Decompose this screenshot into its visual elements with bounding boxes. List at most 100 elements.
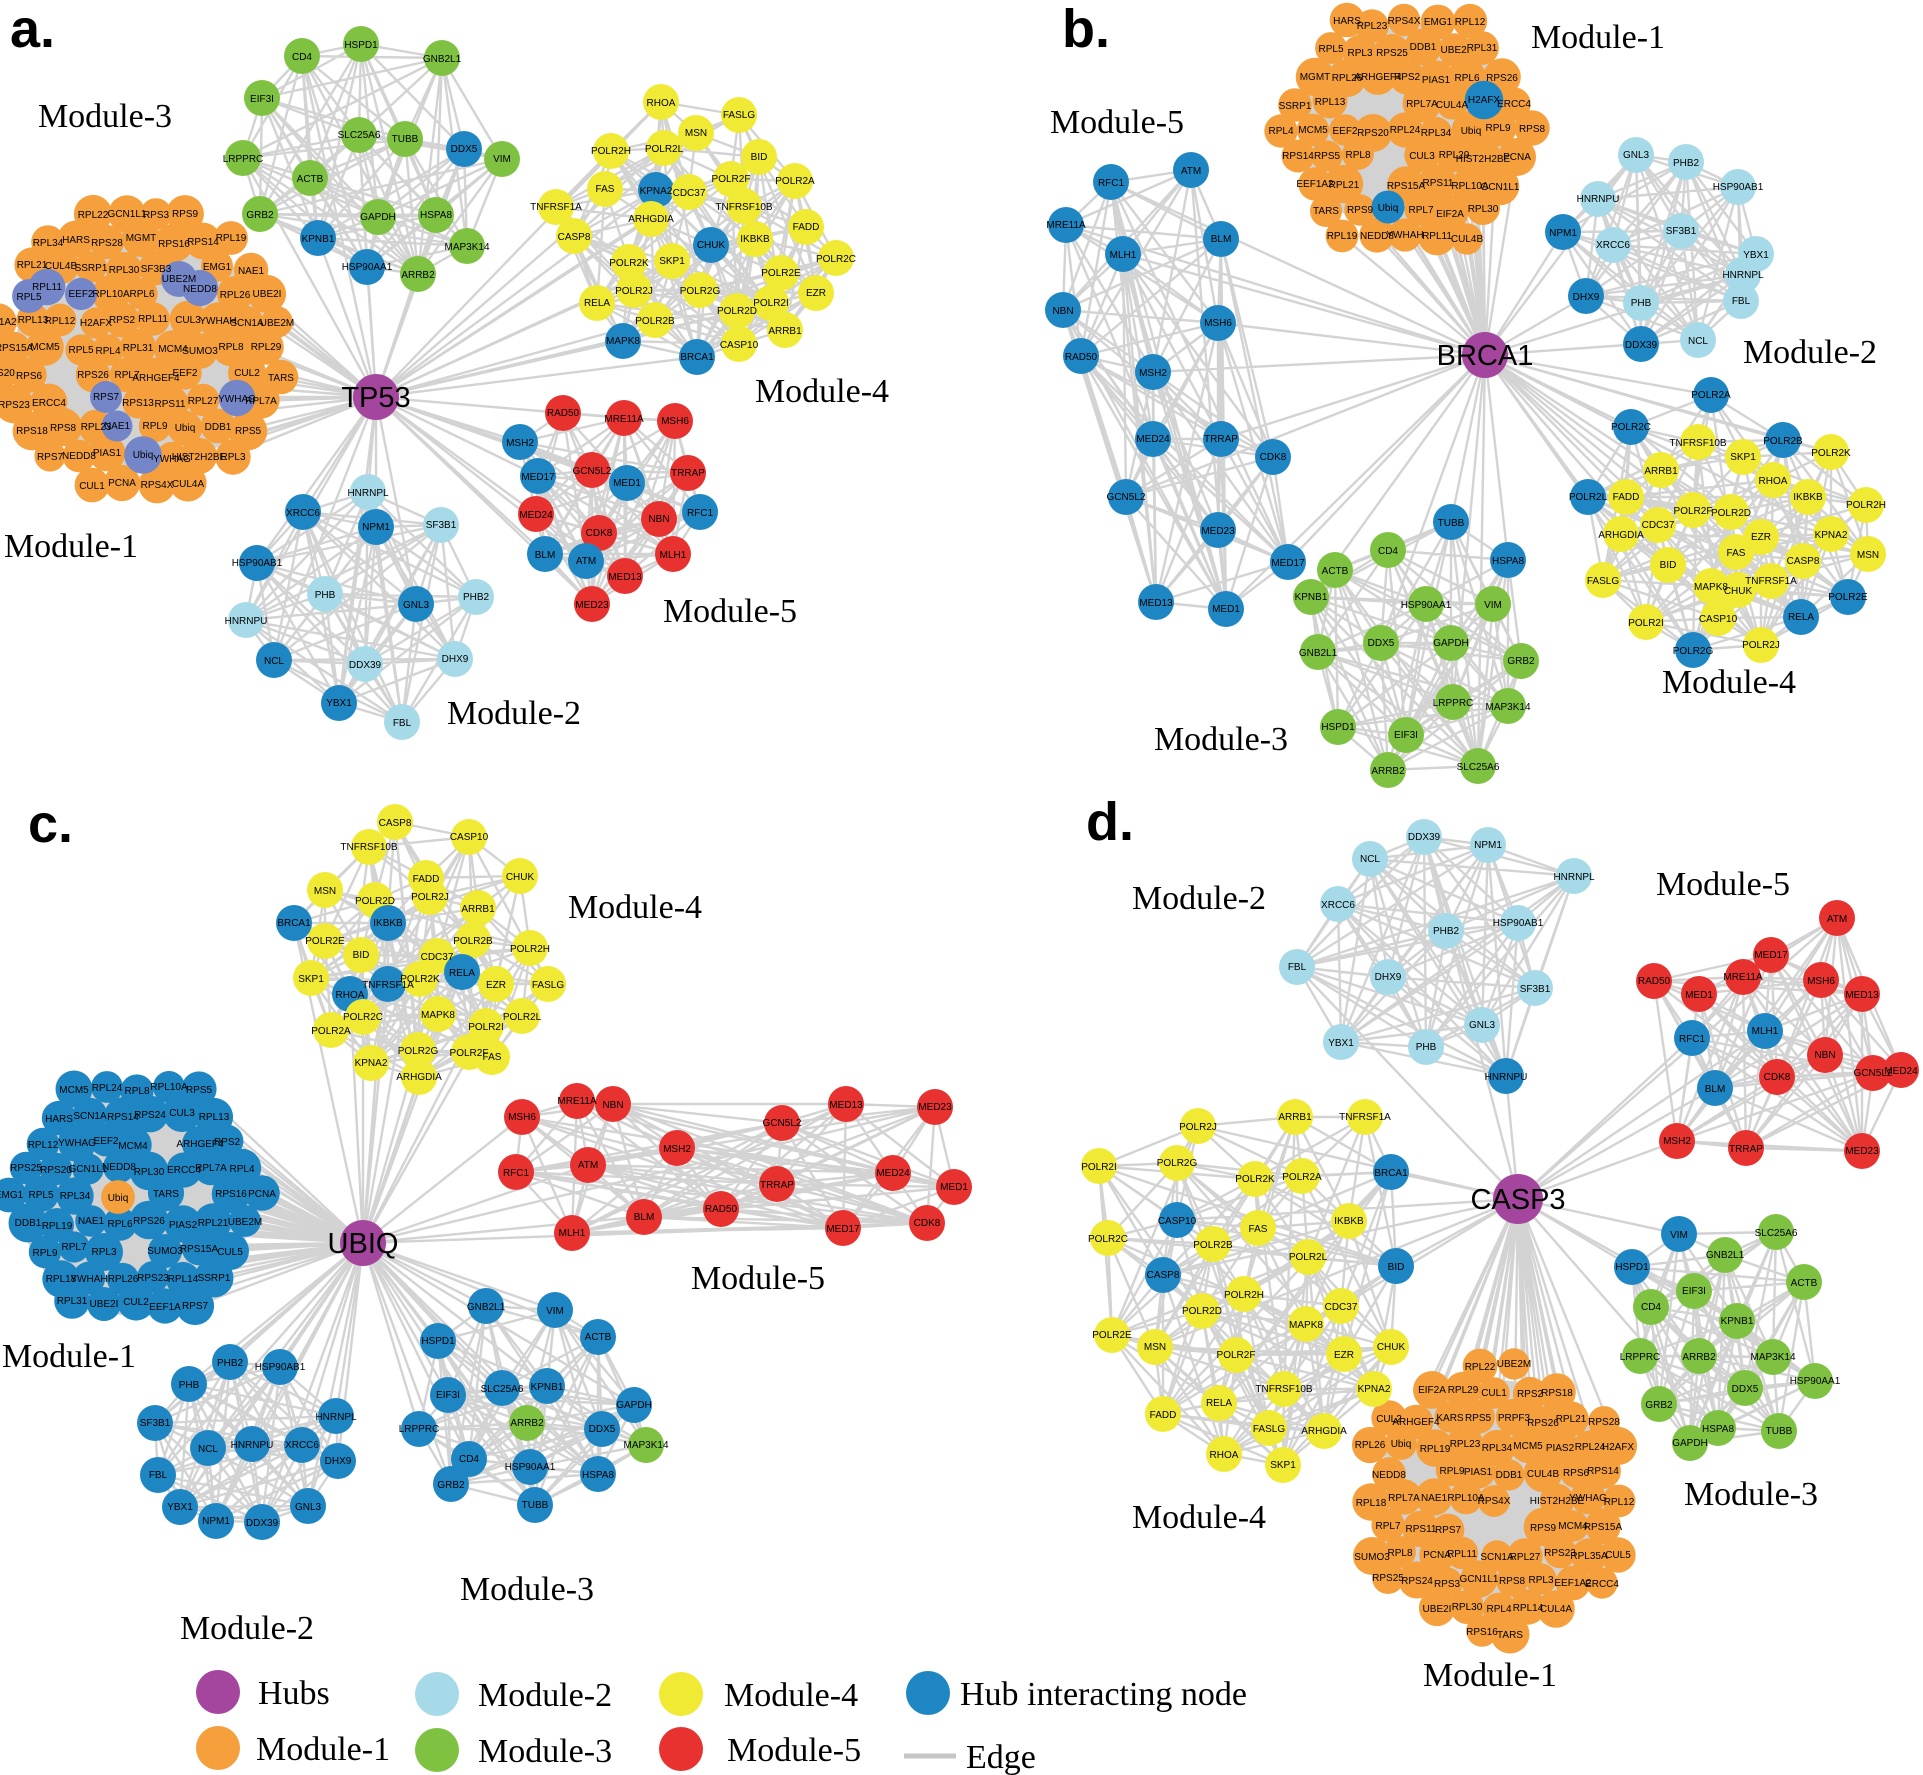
svg-text:DHX9: DHX9 — [442, 654, 469, 665]
svg-text:RPS16: RPS16 — [215, 1189, 247, 1200]
svg-text:MRE11A: MRE11A — [1046, 220, 1086, 231]
svg-text:RELA: RELA — [1788, 612, 1814, 623]
svg-text:RPS5: RPS5 — [1314, 151, 1341, 162]
svg-text:MGMT: MGMT — [1300, 72, 1331, 83]
svg-text:RPL4: RPL4 — [1268, 126, 1293, 137]
svg-text:RPL10A: RPL10A — [150, 1082, 188, 1093]
svg-text:RPL30: RPL30 — [109, 265, 140, 276]
svg-text:ARRB1: ARRB1 — [461, 904, 495, 915]
svg-text:POLR2D: POLR2D — [717, 306, 757, 317]
svg-text:RPL34: RPL34 — [1421, 128, 1452, 139]
svg-text:PHB2: PHB2 — [1673, 158, 1700, 169]
svg-text:RPS2: RPS2 — [214, 1137, 241, 1148]
svg-text:NEDD8: NEDD8 — [1360, 231, 1394, 242]
svg-text:POLR2D: POLR2D — [1711, 508, 1751, 519]
svg-text:Ubiq: Ubiq — [108, 1193, 129, 1204]
svg-text:POLR2J: POLR2J — [615, 286, 653, 297]
svg-text:CDK8: CDK8 — [1260, 452, 1287, 463]
svg-text:GCN1L1: GCN1L1 — [1481, 182, 1520, 193]
svg-text:HIST2H2BE: HIST2H2BE — [172, 452, 227, 463]
svg-text:RPL18: RPL18 — [1356, 1498, 1387, 1509]
svg-text:RPL23: RPL23 — [81, 422, 112, 433]
svg-text:XRCC6: XRCC6 — [1596, 240, 1630, 251]
svg-text:RPS25: RPS25 — [10, 1163, 42, 1174]
svg-text:NCL: NCL — [1360, 854, 1380, 865]
svg-text:RPL34: RPL34 — [33, 238, 64, 249]
svg-text:VIM: VIM — [546, 1306, 564, 1317]
svg-text:CUL4B: CUL4B — [45, 261, 78, 272]
svg-text:POLR2J: POLR2J — [1742, 640, 1780, 651]
svg-text:TARS: TARS — [268, 373, 294, 384]
svg-text:EEF2: EEF2 — [93, 1136, 118, 1147]
svg-text:POLR2E: POLR2E — [305, 936, 345, 947]
svg-text:RPS7: RPS7 — [182, 1301, 209, 1312]
svg-text:CASP10: CASP10 — [1158, 1216, 1197, 1227]
svg-text:Module-2: Module-2 — [1132, 880, 1266, 917]
svg-text:RPS18: RPS18 — [1541, 1388, 1573, 1399]
svg-text:MED17: MED17 — [521, 472, 555, 483]
svg-text:GNL3: GNL3 — [1469, 1020, 1496, 1031]
svg-text:KPNB1: KPNB1 — [1295, 592, 1328, 603]
svg-text:MCM4: MCM4 — [1558, 1521, 1588, 1532]
svg-text:POLR2B: POLR2B — [1193, 1240, 1233, 1251]
svg-text:FASLG: FASLG — [532, 980, 564, 991]
svg-text:RPL22: RPL22 — [1465, 1362, 1496, 1373]
svg-text:POLR2F: POLR2F — [450, 1048, 489, 1059]
svg-text:RPS15A: RPS15A — [180, 1244, 219, 1255]
svg-text:FADD: FADD — [1150, 1410, 1177, 1421]
svg-text:Module-1: Module-1 — [2, 1338, 136, 1375]
svg-text:TNFRSF1A: TNFRSF1A — [362, 980, 414, 991]
svg-text:MLH1: MLH1 — [559, 1228, 586, 1239]
svg-text:POLR2L: POLR2L — [1569, 492, 1608, 503]
svg-text:RAD50: RAD50 — [1065, 352, 1098, 363]
svg-text:POLR2A: POLR2A — [1691, 390, 1731, 401]
svg-text:GCN5L2: GCN5L2 — [573, 466, 612, 477]
svg-text:Module-2: Module-2 — [1743, 334, 1877, 371]
svg-text:GCN5L2: GCN5L2 — [1854, 1068, 1893, 1079]
svg-text:RPL26: RPL26 — [1332, 73, 1363, 84]
svg-text:HSPA8: HSPA8 — [1492, 556, 1524, 567]
svg-text:RPS16: RPS16 — [1466, 1627, 1498, 1638]
svg-text:SLC25A6: SLC25A6 — [481, 1384, 524, 1395]
svg-text:CHUK: CHUK — [1377, 1342, 1406, 1353]
svg-text:RPL34: RPL34 — [1482, 1443, 1513, 1454]
svg-text:MED24: MED24 — [1136, 434, 1170, 445]
svg-text:NAE1: NAE1 — [78, 1216, 105, 1227]
svg-text:RPL18: RPL18 — [46, 1274, 77, 1285]
svg-text:PIAS1: PIAS1 — [1422, 75, 1451, 86]
svg-text:ARRB2: ARRB2 — [510, 1418, 544, 1429]
svg-text:POLR2C: POLR2C — [1611, 422, 1651, 433]
svg-text:GNB2L1: GNB2L1 — [467, 1302, 506, 1313]
svg-text:NBN: NBN — [602, 1100, 623, 1111]
svg-text:EZR: EZR — [806, 288, 826, 299]
svg-text:Module-3: Module-3 — [1684, 1476, 1818, 1513]
svg-text:TUBB: TUBB — [392, 134, 419, 145]
svg-text:MCM5: MCM5 — [1513, 1441, 1543, 1452]
svg-text:CUL4A: CUL4A — [1436, 100, 1469, 111]
svg-text:ARRB2: ARRB2 — [1682, 1352, 1716, 1363]
svg-text:SCN1A: SCN1A — [230, 318, 264, 329]
svg-text:Module-1: Module-1 — [256, 1731, 390, 1768]
svg-text:KARS: KARS — [1436, 1413, 1464, 1424]
svg-text:BRCA1: BRCA1 — [1374, 1168, 1408, 1179]
svg-text:Module-5: Module-5 — [1050, 104, 1184, 141]
svg-text:Module-5: Module-5 — [727, 1732, 861, 1769]
svg-text:RPS15A: RPS15A — [1584, 1522, 1623, 1533]
svg-text:RPL13: RPL13 — [199, 1112, 230, 1123]
svg-text:RPL7: RPL7 — [61, 1242, 86, 1253]
svg-text:EEF2: EEF2 — [68, 289, 93, 300]
svg-text:RPS14: RPS14 — [1282, 151, 1314, 162]
svg-text:YBX1: YBX1 — [1743, 250, 1769, 261]
svg-text:EZR: EZR — [486, 980, 506, 991]
svg-text:POLR2K: POLR2K — [1235, 1174, 1275, 1185]
svg-text:RHOA: RHOA — [1210, 1450, 1239, 1461]
svg-text:PHB2: PHB2 — [217, 1358, 244, 1369]
svg-text:HNRNPU: HNRNPU — [1485, 1072, 1528, 1083]
svg-text:CHUK: CHUK — [506, 872, 535, 883]
svg-text:DDX5: DDX5 — [1368, 638, 1395, 649]
svg-text:BLM: BLM — [634, 1212, 655, 1223]
svg-text:RPL13: RPL13 — [1315, 97, 1346, 108]
svg-text:RPS8: RPS8 — [1519, 124, 1546, 135]
svg-text:HSPD1: HSPD1 — [421, 1336, 455, 1347]
svg-text:MED23: MED23 — [575, 600, 609, 611]
